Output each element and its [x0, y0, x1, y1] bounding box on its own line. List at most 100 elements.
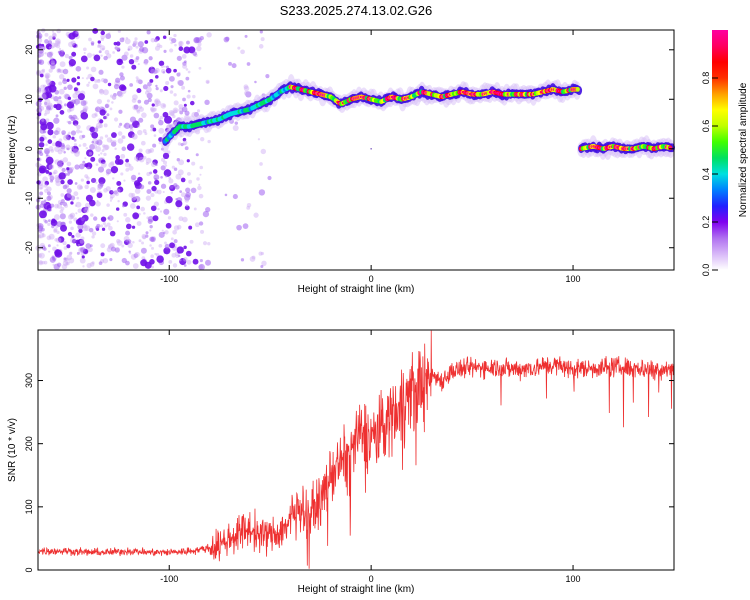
noise-blob: [50, 174, 54, 178]
noise-blob: [117, 125, 121, 129]
noise-blob: [199, 259, 203, 263]
noise-blob: [137, 79, 143, 85]
noise-blob: [115, 207, 120, 211]
noise-blob: [246, 205, 251, 210]
noise-blob: [86, 180, 90, 185]
noise-blob: [116, 90, 123, 97]
noise-blob: [121, 54, 128, 61]
noise-blob: [173, 183, 178, 188]
noise-blob: [103, 55, 108, 61]
noise-blob: [54, 175, 59, 180]
noise-blob: [198, 193, 204, 199]
noise-blob: [96, 223, 101, 228]
noise-blob: [122, 204, 125, 208]
noise-blob: [154, 99, 159, 103]
noise-blob: [85, 146, 89, 150]
noise-blob: [99, 136, 104, 140]
noise-blob: [80, 112, 89, 120]
noise-blob: [162, 160, 168, 165]
noise-blob: [56, 262, 62, 267]
noise-blob: [163, 49, 167, 53]
noise-blob: [66, 108, 72, 113]
noise-blob: [50, 149, 55, 153]
noise-blob: [162, 152, 170, 160]
snr-series: [37, 330, 675, 569]
noise-blob: [65, 144, 71, 150]
noise-blob: [158, 231, 165, 238]
noise-blob: [69, 212, 76, 218]
noise-blob: [40, 93, 47, 100]
noise-blob: [52, 263, 55, 267]
noise-blob: [41, 245, 46, 250]
noise-blob: [114, 247, 120, 253]
noise-blob: [205, 259, 211, 266]
noise-blob: [38, 167, 46, 174]
noise-blob: [76, 124, 81, 130]
noise-blob: [110, 190, 114, 194]
noise-blob: [171, 165, 175, 169]
noise-blob: [118, 109, 123, 114]
snr-line: [37, 330, 675, 569]
noise-blob: [87, 247, 93, 253]
noise-blob: [142, 84, 148, 90]
noise-blob: [75, 219, 82, 225]
noise-blob: [153, 112, 160, 119]
noise-blob: [180, 192, 186, 198]
noise-blob: [50, 219, 58, 227]
noise-blob: [59, 69, 64, 74]
noise-blob: [119, 37, 125, 43]
noise-blob: [163, 85, 169, 92]
noise-blob: [100, 159, 106, 165]
spectrogram-frame: [37, 29, 675, 271]
noise-blob: [117, 131, 123, 136]
noise-blob: [179, 258, 187, 266]
noise-blob: [120, 172, 124, 176]
noise-blob: [42, 200, 47, 205]
noise-blob: [144, 132, 148, 136]
noise-blob: [183, 46, 191, 54]
noise-blob: [120, 153, 126, 159]
noise-blob: [64, 193, 72, 201]
noise-blob: [232, 194, 238, 200]
noise-blob: [82, 105, 89, 112]
noise-blob: [68, 41, 74, 48]
noise-blob: [86, 176, 90, 180]
noise-blob: [162, 104, 166, 108]
noise-blob: [228, 61, 232, 66]
noise-blob: [179, 190, 183, 193]
noise-blob: [88, 227, 94, 233]
noise-blob: [102, 257, 109, 264]
colorbar-gradient: [712, 30, 728, 270]
noise-blob: [138, 239, 142, 243]
noise-blob: [51, 255, 55, 259]
noise-blob: [104, 134, 109, 138]
noise-blob: [143, 99, 149, 105]
noise-blob: [158, 60, 165, 67]
noise-blob: [173, 33, 177, 38]
noise-blob: [53, 227, 58, 232]
noise-blob: [68, 59, 76, 67]
noise-blob: [35, 100, 42, 107]
noise-blob: [48, 46, 51, 49]
noise-blob: [106, 222, 111, 227]
noise-blob: [44, 72, 51, 79]
noise-blob: [143, 156, 147, 160]
noise-blob: [168, 176, 172, 180]
noise-blob: [131, 193, 135, 197]
noise-blob: [77, 150, 81, 154]
noise-blob: [206, 80, 210, 84]
noise-blob: [112, 95, 117, 100]
noise-blob: [86, 149, 94, 157]
noise-blob: [187, 89, 191, 93]
colorbar-ticks: 0.0 0.2 0.4 0.6 0.8: [701, 72, 718, 276]
noise-blob: [47, 244, 51, 248]
noise-blob: [116, 220, 119, 223]
noise-blob: [133, 253, 139, 258]
noise-blob: [188, 46, 196, 54]
noise-blob: [170, 237, 174, 241]
noise-blob: [137, 63, 140, 66]
noise-blob: [53, 117, 60, 124]
noise-blob: [150, 205, 157, 212]
noise-blob: [47, 139, 53, 144]
noise-blob: [40, 84, 46, 90]
